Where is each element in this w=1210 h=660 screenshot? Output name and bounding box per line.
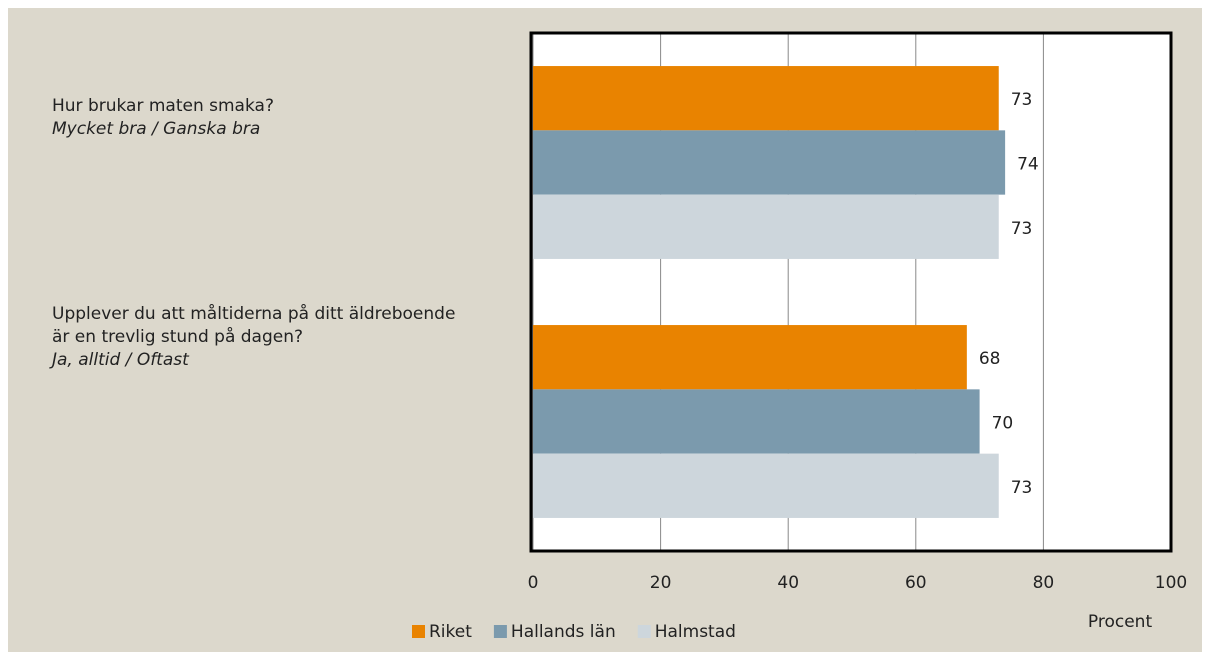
bar: [533, 194, 999, 259]
legend-swatch: [412, 625, 425, 638]
bar: [533, 389, 980, 454]
category-note: Mycket bra / Ganska bra: [52, 119, 261, 139]
category-question: Hur brukar maten smaka?: [52, 96, 274, 116]
value-label: 70: [992, 414, 1014, 434]
value-label: 73: [1011, 90, 1033, 110]
legend-swatch: [493, 625, 507, 638]
bar: [533, 66, 999, 131]
category-label: Hur brukar maten smaka? Mycket bra / Gans…: [52, 95, 462, 141]
legend-label: Riket: [429, 622, 472, 642]
legend-swatch: [637, 625, 651, 638]
x-tick-label: 40: [777, 573, 799, 593]
x-tick-label: 80: [1033, 573, 1055, 593]
x-tick-label: 0: [528, 573, 539, 593]
bar: [533, 325, 967, 390]
legend-label: Halmstad: [655, 622, 736, 642]
x-tick-label: 60: [905, 573, 927, 593]
category-label: Upplever du att måltiderna på ditt äldre…: [52, 303, 462, 372]
legend-label: Hallands län: [511, 622, 616, 642]
x-tick-label: 100: [1155, 573, 1187, 593]
x-axis-label: Procent: [1088, 612, 1153, 632]
value-label: 74: [1017, 155, 1039, 175]
category-note: Ja, alltid / Oftast: [52, 350, 189, 370]
value-label: 68: [979, 349, 1001, 369]
plot-border: [529, 31, 1173, 553]
category-question: Upplever du att måltiderna på ditt äldre…: [52, 304, 456, 347]
bar: [533, 453, 999, 518]
x-tick-label: 20: [650, 573, 672, 593]
bar: [533, 130, 1006, 195]
value-label: 73: [1011, 478, 1033, 498]
value-label: 73: [1011, 219, 1033, 239]
